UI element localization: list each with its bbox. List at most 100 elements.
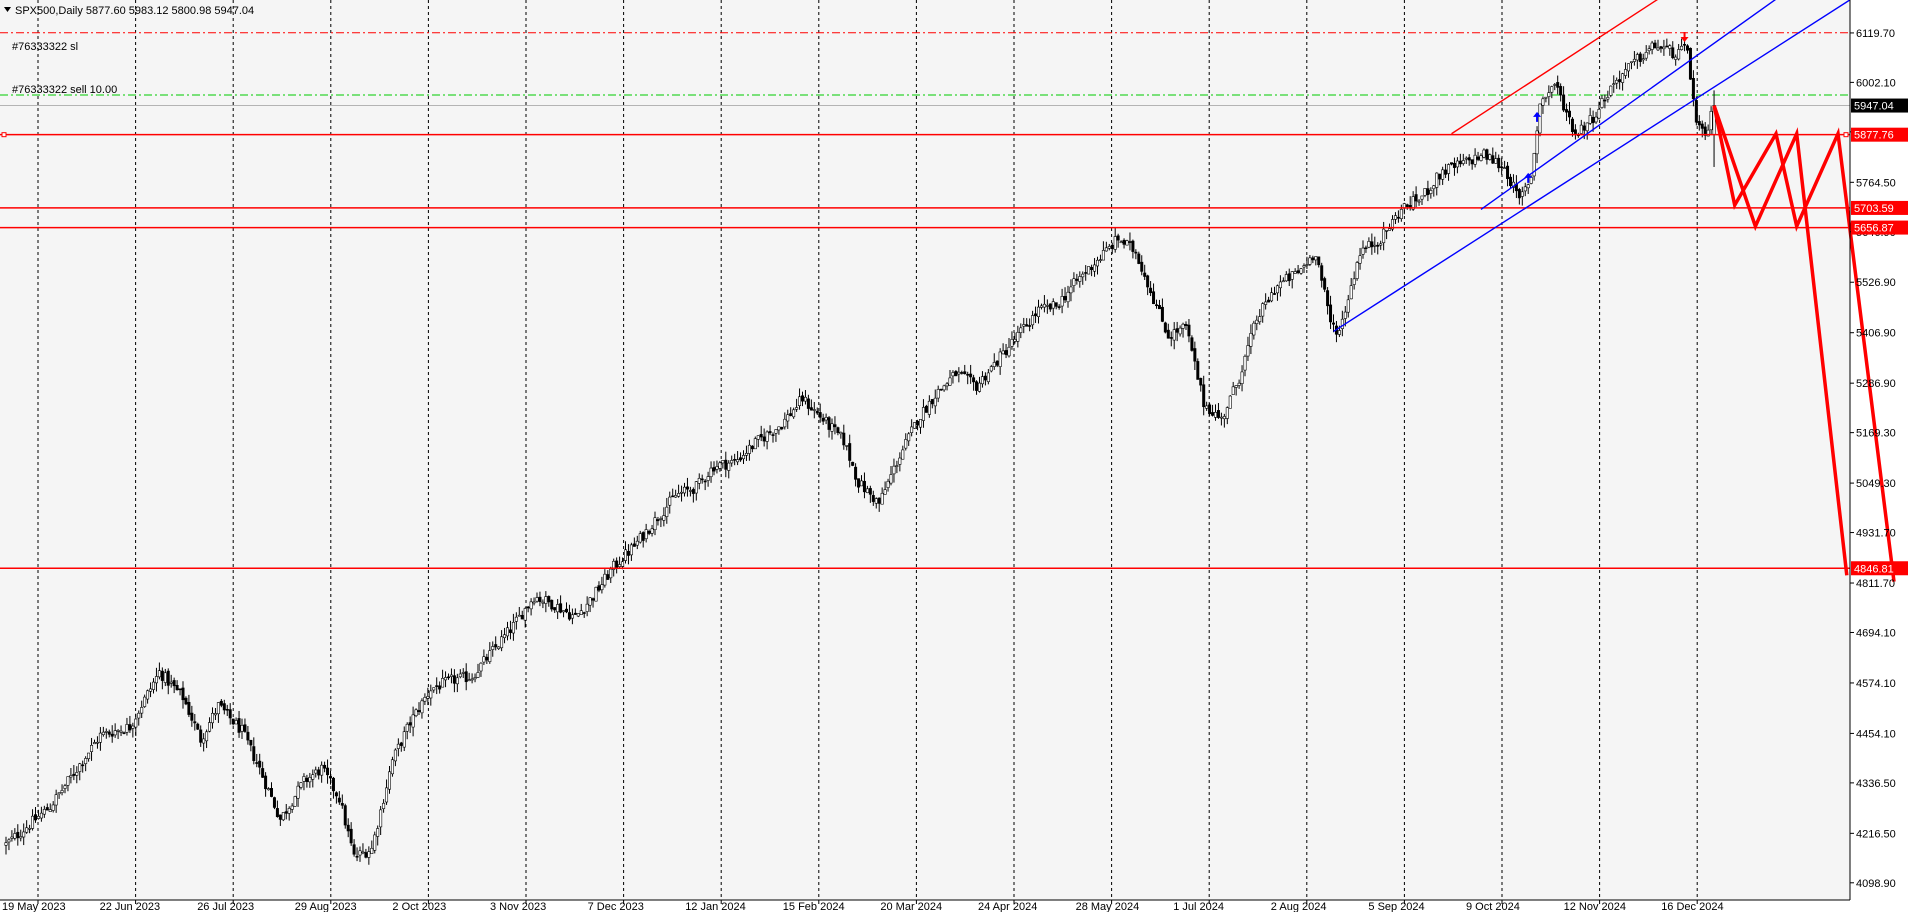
candle-body (1565, 109, 1569, 113)
candle-body (756, 435, 760, 440)
candle-body (467, 679, 471, 682)
time-label: 24 Apr 2024 (978, 901, 1037, 912)
time-label: 28 May 2024 (1076, 901, 1140, 912)
candle-body (25, 827, 29, 833)
buy-arrow-icon (1533, 111, 1542, 122)
candle-body (154, 676, 158, 684)
horizontal-levels[interactable] (0, 132, 1850, 570)
candle-body (1119, 241, 1123, 244)
current-price-tag-bg (1851, 98, 1908, 113)
candle-body (786, 414, 790, 422)
candle-body (977, 382, 981, 392)
candle-body (505, 627, 509, 637)
candle-body (842, 432, 846, 446)
candle-body (523, 608, 527, 621)
candle-body (1007, 346, 1011, 357)
candle-body (84, 758, 88, 765)
candle-body (1700, 123, 1704, 129)
candle-body (1001, 350, 1005, 355)
candle-body (951, 372, 955, 377)
candle-body (889, 474, 893, 484)
candle-body (228, 709, 232, 719)
candle-body (1028, 325, 1032, 327)
candle-body (939, 388, 943, 391)
candle-body (762, 436, 766, 442)
candle-body (39, 812, 43, 819)
candle-body (626, 550, 630, 556)
blue-trendline (1480, 0, 1777, 211)
candle-body (1355, 262, 1359, 279)
candle-body (680, 491, 684, 494)
trendlines[interactable] (1333, 0, 1851, 332)
candle-body (1048, 303, 1052, 310)
time-label: 12 Jan 2024 (685, 901, 746, 912)
candle-body (1225, 407, 1229, 419)
candle-body (146, 690, 150, 700)
candle-body (662, 515, 666, 521)
candle-body (199, 729, 203, 743)
candle-body (759, 434, 763, 438)
candle-body (1025, 324, 1029, 327)
candle-body (930, 399, 934, 405)
candle-body (1500, 166, 1504, 169)
candle-body (1426, 188, 1430, 195)
candle-body (240, 725, 244, 732)
candle-body (449, 674, 453, 677)
candle-body (721, 460, 725, 464)
candle-body (75, 772, 79, 776)
time-axis[interactable]: 19 May 2023 22 Jun 2023 26 Jul 2023 29 Aug … (2, 900, 1724, 913)
candle-body (830, 423, 834, 432)
projection-paths[interactable] (1712, 105, 1896, 582)
candle-body (1016, 331, 1020, 342)
candle-body (343, 805, 347, 826)
candle-body (517, 614, 521, 617)
candle-body (747, 444, 751, 454)
candle-body (1087, 266, 1091, 275)
candle-body (358, 850, 362, 856)
candle-body (249, 739, 253, 746)
candle-body (33, 814, 37, 821)
candle-body (1659, 46, 1663, 49)
candle-body (411, 714, 415, 728)
candle-body (1302, 265, 1306, 268)
candle-body (1638, 53, 1642, 62)
candle-body (281, 812, 285, 821)
candle-body (1246, 345, 1250, 357)
candle-body (1373, 244, 1377, 247)
candle-body (1340, 318, 1344, 329)
candle-body (1063, 296, 1067, 301)
candle-body (815, 410, 819, 414)
candle-body (1137, 253, 1141, 264)
time-label: 7 Dec 2023 (588, 901, 644, 912)
candle-body (1432, 185, 1436, 190)
candle-body (352, 844, 356, 855)
price-label: 4574.10 (1856, 678, 1896, 690)
candle-body (883, 489, 887, 495)
candle-body (95, 741, 99, 744)
candle-body (1317, 256, 1321, 266)
candle-body (904, 439, 908, 449)
candle-body (1606, 97, 1610, 100)
candle-body (880, 492, 884, 505)
candle-body (51, 804, 55, 811)
candle-body (812, 409, 816, 411)
candle-body (479, 662, 483, 672)
candle-body (429, 690, 433, 699)
candle-body (376, 828, 380, 837)
candle-body (137, 712, 141, 719)
candle-body (750, 445, 754, 450)
candle-body (621, 561, 625, 567)
candle-body (1532, 153, 1536, 177)
candle-body (603, 573, 607, 586)
candle-body (532, 601, 536, 604)
candle-body (36, 816, 40, 819)
candle-body (1078, 276, 1082, 282)
candle-body (1473, 154, 1477, 165)
candle-body (396, 743, 400, 749)
candle-body (1296, 270, 1300, 273)
collapse-triangle-icon[interactable] (4, 7, 11, 12)
candle-body (1060, 296, 1064, 307)
candle-body (1084, 272, 1088, 274)
